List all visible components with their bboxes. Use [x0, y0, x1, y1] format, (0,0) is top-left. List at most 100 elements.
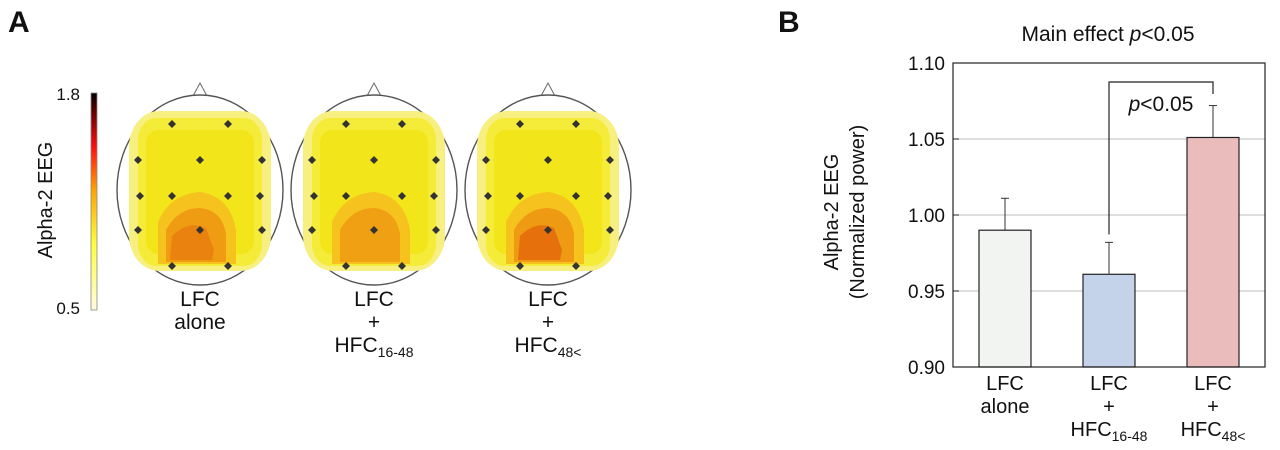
electrode-marker: [134, 156, 142, 164]
electrode-marker: [482, 156, 490, 164]
electrode-marker: [136, 192, 144, 200]
bar: [1082, 273, 1136, 368]
electrode-marker: [256, 192, 264, 200]
electrode-marker: [168, 192, 176, 200]
x-category-subscript: 16-48: [1112, 428, 1148, 444]
electrode-marker: [258, 156, 266, 164]
topo-map-lfc-hfc16: LFC+HFC16-48: [290, 81, 458, 360]
electrode-marker: [606, 226, 614, 234]
y-tick-label: 0.90: [908, 358, 945, 379]
head-nose: [540, 81, 556, 97]
electrode-marker: [342, 120, 350, 128]
electrode-marker: [342, 262, 350, 270]
electrode-marker: [342, 192, 350, 200]
electrode-marker: [398, 120, 406, 128]
topo-map-label: HFC16-48: [335, 334, 414, 360]
electrode-marker: [398, 262, 406, 270]
electrode-marker: [308, 156, 316, 164]
x-category-label: HFC48<: [1181, 419, 1246, 444]
topo-map-label-subscript: 16-48: [378, 344, 414, 360]
head-nose: [366, 81, 382, 97]
bar: [1186, 136, 1240, 368]
significance-label-value: <0.05: [1140, 93, 1193, 116]
electrode-marker: [196, 226, 204, 234]
significance-bracket: p<0.05: [1108, 81, 1214, 235]
electrode-marker: [572, 262, 580, 270]
electrode-marker: [432, 156, 440, 164]
colorbar-label: Alpha-2 EEG: [35, 142, 57, 259]
topo-hotspot-mid: [166, 208, 226, 262]
x-category-label: +: [1103, 396, 1115, 418]
topo-map-label: LFC: [354, 288, 394, 311]
topo-map-lfc-hfc48: LFC+HFC48<: [464, 81, 632, 360]
y-axis-label-line2: (Normalized power): [847, 125, 869, 300]
x-category-label: +: [1207, 396, 1219, 418]
x-category-label: alone: [981, 396, 1030, 418]
significance-label-p: p: [1128, 93, 1141, 116]
panel-a-letter: A: [8, 6, 30, 39]
chart-title-suffix: <0.05: [1141, 23, 1194, 46]
electrode-marker: [224, 192, 232, 200]
electrode-marker: [482, 226, 490, 234]
x-category-label: LFC: [986, 373, 1024, 395]
topo-map-label: +: [368, 311, 380, 334]
electrode-marker: [370, 226, 378, 234]
topo-map-label: +: [542, 311, 554, 334]
x-category-label: HFC16-48: [1071, 419, 1148, 444]
plot-frame: [952, 62, 1266, 368]
topo-map-label: LFC: [528, 288, 568, 311]
topo-hotspot-peak: [518, 225, 562, 260]
x-category-label: LFC: [1194, 373, 1232, 395]
electrode-marker: [196, 156, 204, 164]
topo-map-label: LFC: [180, 288, 220, 311]
y-tick-label: 1.10: [908, 54, 945, 75]
chart-title-p: p: [1129, 23, 1142, 46]
electrode-marker: [484, 192, 492, 200]
head-nose: [192, 81, 208, 97]
topo-map-label: HFC48<: [515, 334, 582, 360]
x-category-subscript: 48<: [1222, 428, 1246, 444]
y-tick-label: 1.05: [908, 130, 945, 151]
electrode-marker: [572, 120, 580, 128]
electrode-marker: [370, 156, 378, 164]
y-tick-label: 1.00: [908, 206, 945, 227]
y-axis-label-line1: Alpha-2 EEG: [821, 154, 843, 271]
colorbar-gradient: [90, 92, 98, 311]
colorbar: 1.8 0.5 Alpha-2 EEG: [35, 85, 98, 318]
electrode-marker: [604, 192, 612, 200]
electrode-marker: [432, 226, 440, 234]
topo-map-label: alone: [174, 311, 225, 334]
electrode-marker: [430, 192, 438, 200]
electrode-marker: [224, 120, 232, 128]
topo-hotspot-mid: [340, 208, 400, 262]
electrode-marker: [168, 120, 176, 128]
electrode-marker: [544, 156, 552, 164]
electrode-marker: [572, 192, 580, 200]
bar-chart: Main effect p<0.05 Alpha-2 EEG (Normaliz…: [821, 23, 1266, 444]
electrode-marker: [168, 262, 176, 270]
electrode-marker: [224, 262, 232, 270]
significance-label: p<0.05: [1128, 93, 1194, 116]
significance-bracket-line: [1108, 81, 1214, 235]
topo-map-label-subscript: 48<: [558, 344, 582, 360]
electrode-marker: [308, 226, 316, 234]
electrode-marker: [516, 120, 524, 128]
y-tick-label: 0.95: [908, 282, 945, 303]
electrode-marker: [516, 192, 524, 200]
chart-title-prefix: Main effect: [1022, 23, 1130, 46]
colorbar-max-label: 1.8: [56, 85, 80, 104]
electrode-marker: [310, 192, 318, 200]
chart-bars: [978, 105, 1240, 368]
bar: [978, 229, 1032, 368]
electrode-marker: [134, 226, 142, 234]
electrode-marker: [606, 156, 614, 164]
topo-hotspot-peak: [170, 225, 214, 260]
electrode-marker: [398, 192, 406, 200]
panel-b-letter: B: [778, 6, 800, 39]
electrode-marker: [258, 226, 266, 234]
electrode-marker: [516, 262, 524, 270]
electrode-marker: [544, 226, 552, 234]
